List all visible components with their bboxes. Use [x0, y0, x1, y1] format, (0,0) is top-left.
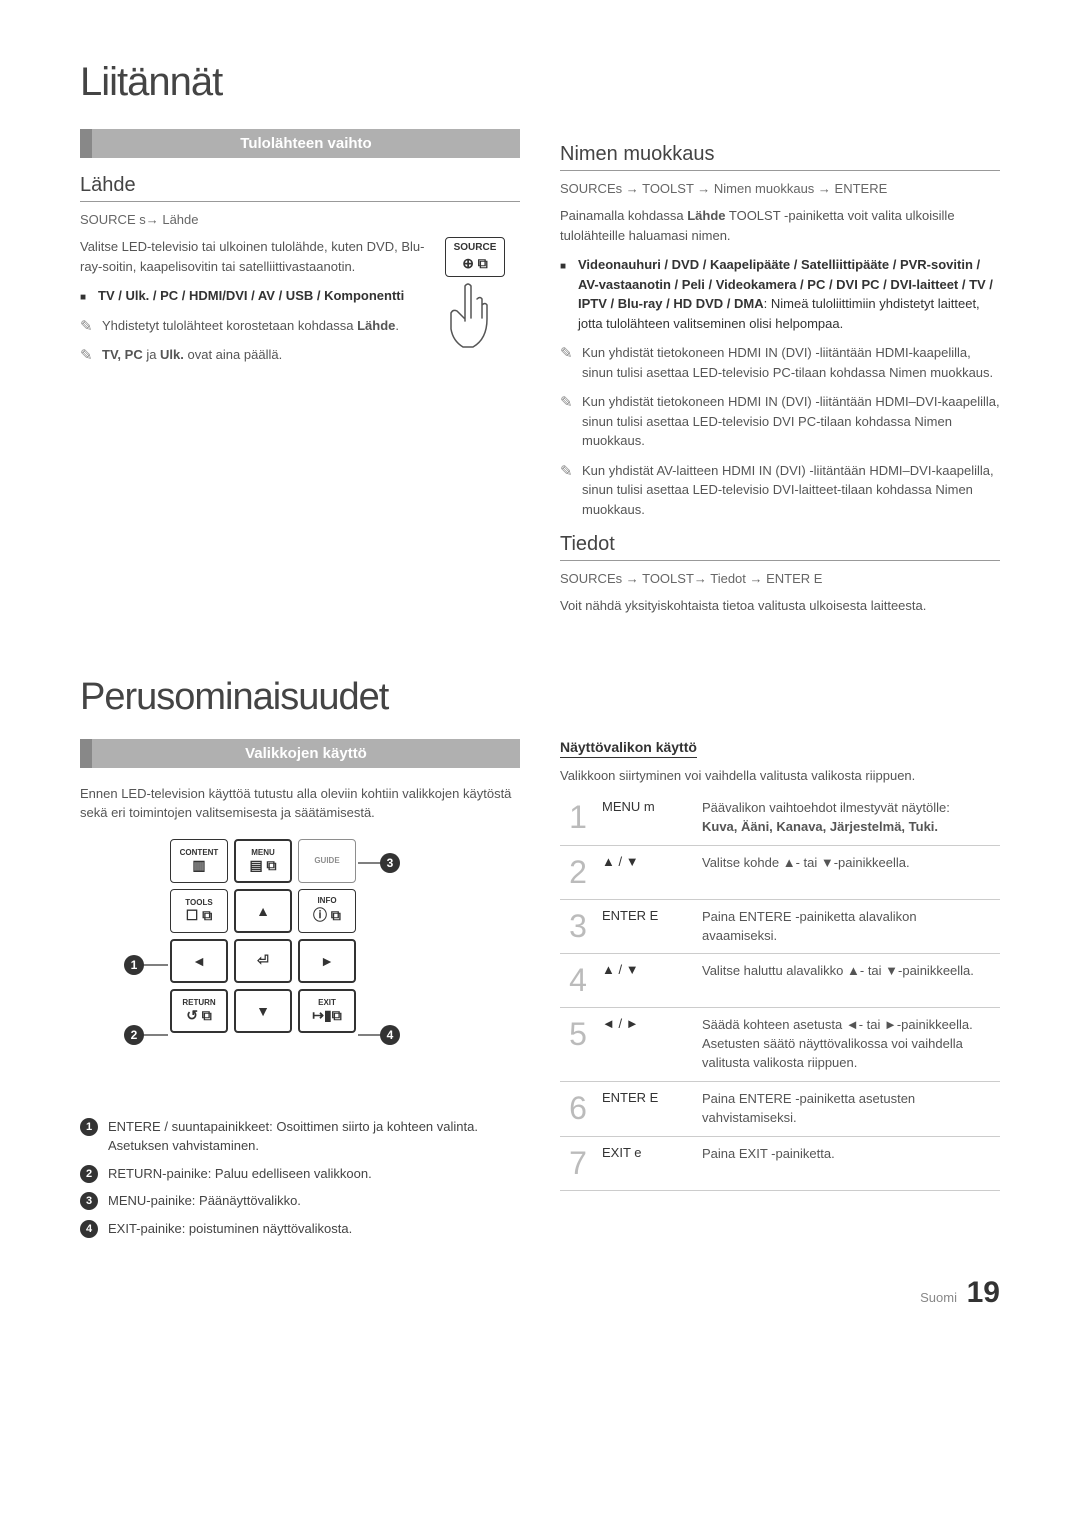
nimen-list: Videonauhuri / DVD / Kaapelipääte / Sate… [560, 255, 1000, 333]
step-desc: Valitse haluttu alavalikko ▲- tai ▼-pain… [696, 954, 1000, 1008]
page-title: Liitännät [80, 60, 1000, 105]
step-desc: Säädä kohteen asetusta ◄- tai ►-painikke… [696, 1008, 1000, 1082]
lahde-note-2: TV, PC ja Ulk. ovat aina päällä. [80, 345, 433, 365]
lahde-intro: Valitse LED-televisio tai ulkoinen tulol… [80, 237, 433, 276]
source-icon: ⊕ ⧉ [452, 253, 498, 274]
nimen-note-3: Kun yhdistät AV-laitteen HDMI IN (DVI) -… [560, 461, 1000, 520]
step-number: 5 [560, 1008, 596, 1082]
step-number: 2 [560, 845, 596, 899]
table-row: 1MENU mPäävalikon vaihtoehdot ilmestyvät… [560, 791, 1000, 845]
callout-item-3: MENU-painike: Päänäyttövalikko. [80, 1191, 520, 1211]
perus-left: Valikkojen käyttö Ennen LED-television k… [80, 739, 520, 1247]
lahde-options: TV / Ulk. / PC / HDMI/DVI / AV / USB / K… [80, 286, 433, 306]
menu-table-header: Näyttövalikon käyttö [560, 739, 697, 758]
step-action: ENTER E [596, 899, 696, 954]
table-row: 6ENTER EPaina ENTERE -painiketta asetust… [560, 1081, 1000, 1136]
table-row: 4▲ / ▼Valitse haluttu alavalikko ▲- tai … [560, 954, 1000, 1008]
section-bar-source: Tulolähteen vaihto [80, 129, 520, 158]
step-action: EXIT e [596, 1136, 696, 1190]
step-number: 4 [560, 954, 596, 1008]
lahde-note-1: Yhdistetyt tulolähteet korostetaan kohda… [80, 316, 433, 336]
path-lahde: SOURCE s→ Lähde [80, 212, 520, 227]
tiedot-body: Voit nähdä yksityiskohtaista tietoa vali… [560, 596, 1000, 616]
table-row: 5◄ / ►Säädä kohteen asetusta ◄- tai ►-pa… [560, 1008, 1000, 1082]
step-desc: Paina EXIT -painiketta. [696, 1136, 1000, 1190]
nimen-note-2: Kun yhdistät tietokoneen HDMI IN (DVI) -… [560, 392, 1000, 451]
perus-columns: Valikkojen käyttö Ennen LED-television k… [80, 739, 1000, 1247]
callout-lines [80, 839, 440, 1069]
nimen-item: Videonauhuri / DVD / Kaapelipääte / Sate… [560, 255, 1000, 333]
remote-diagram: CONTENT▥ MENU▤ ⧉ GUIDE TOOLS☐ ⧉ ▲ INFOⓘ … [80, 839, 440, 1099]
callout-item-2: RETURN-painike: Paluu edelliseen valikko… [80, 1164, 520, 1184]
step-action: MENU m [596, 791, 696, 845]
step-number: 7 [560, 1136, 596, 1190]
path-tiedot: SOURCEs → TOOLST→ Tiedot → ENTER E [560, 571, 1000, 586]
hand-icon [445, 281, 500, 351]
footer-lang: Suomi [920, 1290, 957, 1305]
step-number: 6 [560, 1081, 596, 1136]
menu-table-sub: Valikkoon siirtyminen voi vaihdella vali… [560, 766, 1000, 786]
heading-tiedot: Tiedot [560, 533, 1000, 561]
footer-page-number: 19 [967, 1276, 1000, 1309]
callout-item-4: EXIT-painike: poistuminen näyttövalikost… [80, 1219, 520, 1239]
menu-steps-table: 1MENU mPäävalikon vaihtoehdot ilmestyvät… [560, 791, 1000, 1191]
right-column: Nimen muokkaus SOURCEs → TOOLST → Nimen … [560, 129, 1000, 626]
step-desc: Päävalikon vaihtoehdot ilmestyvät näytöl… [696, 791, 1000, 845]
table-row: 7EXIT ePaina EXIT -painiketta. [560, 1136, 1000, 1190]
step-action: ▲ / ▼ [596, 954, 696, 1008]
section-bar-valikkojen: Valikkojen käyttö [80, 739, 520, 768]
heading-nimen: Nimen muokkaus [560, 143, 1000, 171]
step-action: ▲ / ▼ [596, 845, 696, 899]
table-row: 3ENTER EPaina ENTERE -painiketta alavali… [560, 899, 1000, 954]
lahde-option: TV / Ulk. / PC / HDMI/DVI / AV / USB / K… [80, 286, 433, 306]
table-row: 2▲ / ▼Valitse kohde ▲- tai ▼-painikkeell… [560, 845, 1000, 899]
top-columns: Tulolähteen vaihto Lähde SOURCE s→ Lähde… [80, 129, 1000, 626]
step-desc: Valitse kohde ▲- tai ▼-painikkeella. [696, 845, 1000, 899]
perus-intro: Ennen LED-television käyttöä tutustu all… [80, 784, 520, 823]
left-column: Tulolähteen vaihto Lähde SOURCE s→ Lähde… [80, 129, 520, 626]
source-remote-illustration: SOURCE ⊕ ⧉ [445, 237, 520, 356]
step-number: 3 [560, 899, 596, 954]
callout-item-1: ENTERE / suuntapainikkeet: Osoittimen si… [80, 1117, 520, 1156]
perus-right: Näyttövalikon käyttö Valikkoon siirtymin… [560, 739, 1000, 1247]
section-title-perus: Perusominaisuudet [80, 676, 1000, 719]
page-footer: Suomi 19 [80, 1276, 1000, 1310]
step-action: ◄ / ► [596, 1008, 696, 1082]
source-button-box: SOURCE ⊕ ⧉ [445, 237, 505, 277]
step-number: 1 [560, 791, 596, 845]
step-desc: Paina ENTERE -painiketta alavalikon avaa… [696, 899, 1000, 954]
nimen-note-1: Kun yhdistät tietokoneen HDMI IN (DVI) -… [560, 343, 1000, 382]
nimen-intro: Painamalla kohdassa Lähde TOOLST -painik… [560, 206, 1000, 245]
heading-lahde: Lähde [80, 174, 520, 202]
callout-list: ENTERE / suuntapainikkeet: Osoittimen si… [80, 1117, 520, 1239]
step-action: ENTER E [596, 1081, 696, 1136]
step-desc: Paina ENTERE -painiketta asetusten vahvi… [696, 1081, 1000, 1136]
path-nimen: SOURCEs → TOOLST → Nimen muokkaus → ENTE… [560, 181, 1000, 196]
